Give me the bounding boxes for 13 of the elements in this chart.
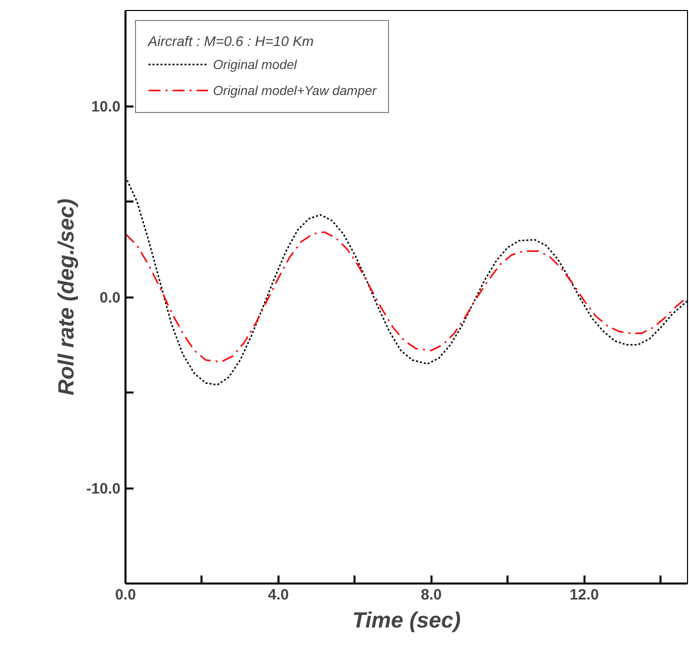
y-tick-label: 10.0 <box>91 98 121 116</box>
y-axis-title: Roll rate (deg./sec) <box>53 198 78 396</box>
x-tick-label: 8.0 <box>420 586 442 604</box>
y-tick-label: 0.0 <box>100 290 121 306</box>
line-series <box>126 231 688 363</box>
x-tick-label: 4.0 <box>268 586 289 604</box>
x-tick-label: 0.0 <box>115 586 136 604</box>
x-tick-label: 12.0 <box>570 586 599 604</box>
legend-label: Original model+Yaw damper <box>213 82 376 98</box>
y-tick-label: -10.0 <box>86 480 121 498</box>
x-axis-title: Time (sec) <box>352 608 461 632</box>
legend-title: Aircraft : M=0.6 : H=10 Km <box>148 33 315 49</box>
legend-label: Original model <box>213 56 297 72</box>
